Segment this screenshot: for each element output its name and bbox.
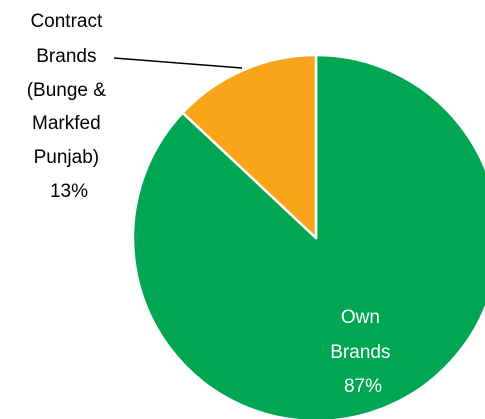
contract-line-2: Brands (36, 46, 96, 67)
pie-slice-contract (181, 53, 318, 240)
pie-slice-own (131, 53, 485, 419)
slice-label-contract-brands: Contract Brands (Bunge & Markfed Punjab)… (27, 11, 112, 202)
contract-line-4: Markfed (32, 113, 101, 134)
pie-slices (131, 53, 485, 419)
slice-label-own-brands: Own Brands 87% (330, 307, 395, 397)
own-brands-line-2: Brands (330, 342, 390, 363)
contract-leader-line (113, 57, 243, 69)
contract-line-5: Punjab) (34, 147, 100, 168)
contract-line-3: (Bunge & (27, 80, 107, 101)
contract-line-1: Contract (30, 11, 103, 32)
contract-value: 13% (50, 181, 88, 202)
own-brands-line-1: Own (341, 307, 380, 328)
own-brands-value: 87% (344, 376, 382, 397)
